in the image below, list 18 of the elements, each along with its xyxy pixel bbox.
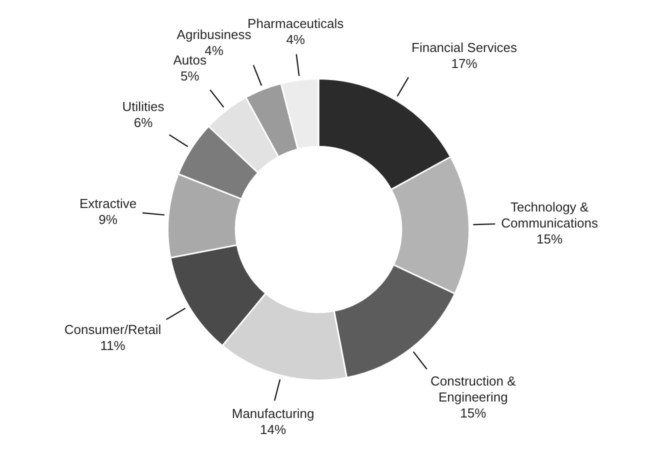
slice-label: Construction & Engineering (430, 373, 516, 404)
slice-label: Technology & Communications (501, 199, 598, 230)
slice-label: Autos (173, 52, 207, 68)
data-label: 15% (460, 405, 487, 420)
data-label: 9% (98, 212, 118, 227)
data-label: 17% (451, 56, 478, 71)
data-label: 6% (134, 115, 154, 130)
slice-label: Extractive (79, 196, 137, 211)
data-label: 11% (100, 338, 126, 354)
slice-label: Consumer/Retail (64, 322, 162, 338)
data-label: 14% (260, 422, 286, 438)
slice-label: Manufacturing (232, 406, 314, 422)
slice-label: Financial Services (412, 40, 518, 55)
data-label: 4% (286, 32, 306, 47)
slice-label: Utilities (122, 99, 165, 114)
data-label: 4% (204, 43, 224, 58)
data-label: 15% (536, 231, 564, 246)
data-label: 5% (180, 68, 200, 84)
